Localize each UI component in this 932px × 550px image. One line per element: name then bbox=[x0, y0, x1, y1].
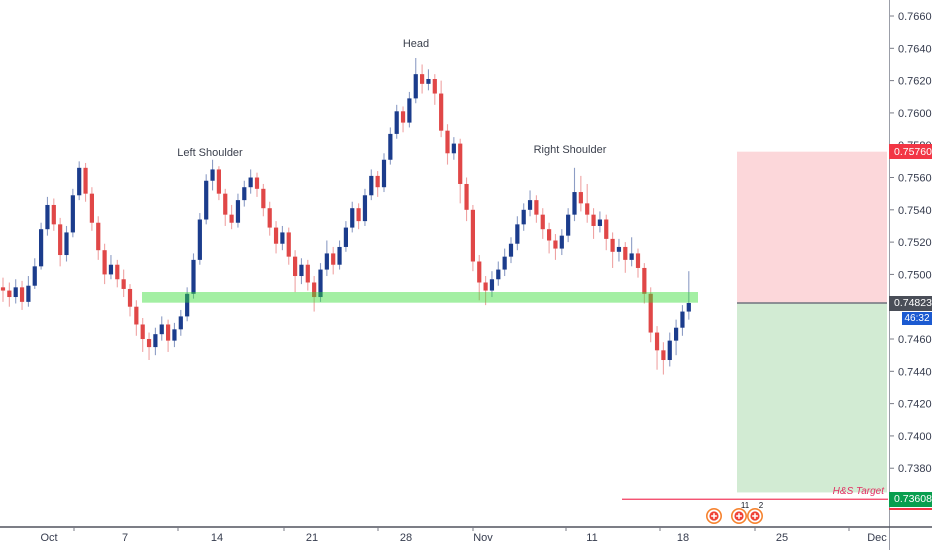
price-badge-target[interactable]: 0.73608 bbox=[889, 491, 932, 507]
svg-text:21: 21 bbox=[306, 532, 318, 544]
plus-circle-icon[interactable]: 11 bbox=[730, 501, 750, 524]
candles-layer bbox=[0, 58, 691, 375]
pattern-label-head[interactable]: Head bbox=[402, 38, 430, 50]
price-axis[interactable]: 0.766000.764000.762000.760000.758000.756… bbox=[889, 0, 932, 550]
svg-text:2: 2 bbox=[759, 501, 764, 510]
plus-circle-icon[interactable]: 2 bbox=[746, 501, 764, 524]
bar-close-countdown-badge: 46:32 bbox=[902, 311, 932, 325]
short-position-tool[interactable] bbox=[737, 151, 887, 493]
svg-text:11: 11 bbox=[741, 501, 750, 510]
svg-text:Nov: Nov bbox=[473, 532, 493, 544]
svg-text:7: 7 bbox=[122, 532, 128, 544]
svg-text:Oct: Oct bbox=[40, 532, 57, 544]
svg-text:Dec: Dec bbox=[867, 532, 887, 544]
pattern-label-right-shoulder[interactable]: Right Shoulder bbox=[533, 144, 607, 156]
svg-text:0.73800: 0.73800 bbox=[898, 463, 932, 475]
svg-text:14: 14 bbox=[211, 532, 223, 544]
price-badge-stop[interactable]: 0.75760 bbox=[889, 144, 932, 160]
profit-zone bbox=[737, 303, 887, 493]
neckline-band[interactable] bbox=[142, 292, 698, 303]
hs-target-line-label[interactable]: H&S Target bbox=[832, 486, 884, 498]
price-badge-entry[interactable]: 0.74823 bbox=[889, 295, 932, 311]
svg-text:25: 25 bbox=[776, 532, 788, 544]
svg-text:28: 28 bbox=[400, 532, 412, 544]
target-badge-underline bbox=[889, 507, 932, 510]
svg-text:11: 11 bbox=[586, 532, 597, 544]
time-axis[interactable]: Oct 7 14 21 28 Nov 11 18 25 Dec bbox=[0, 526, 932, 544]
plus-circle-icon[interactable] bbox=[705, 507, 722, 524]
pattern-label-left-shoulder[interactable]: Left Shoulder bbox=[177, 147, 243, 159]
stop-zone bbox=[737, 151, 887, 303]
svg-text:18: 18 bbox=[677, 532, 689, 544]
